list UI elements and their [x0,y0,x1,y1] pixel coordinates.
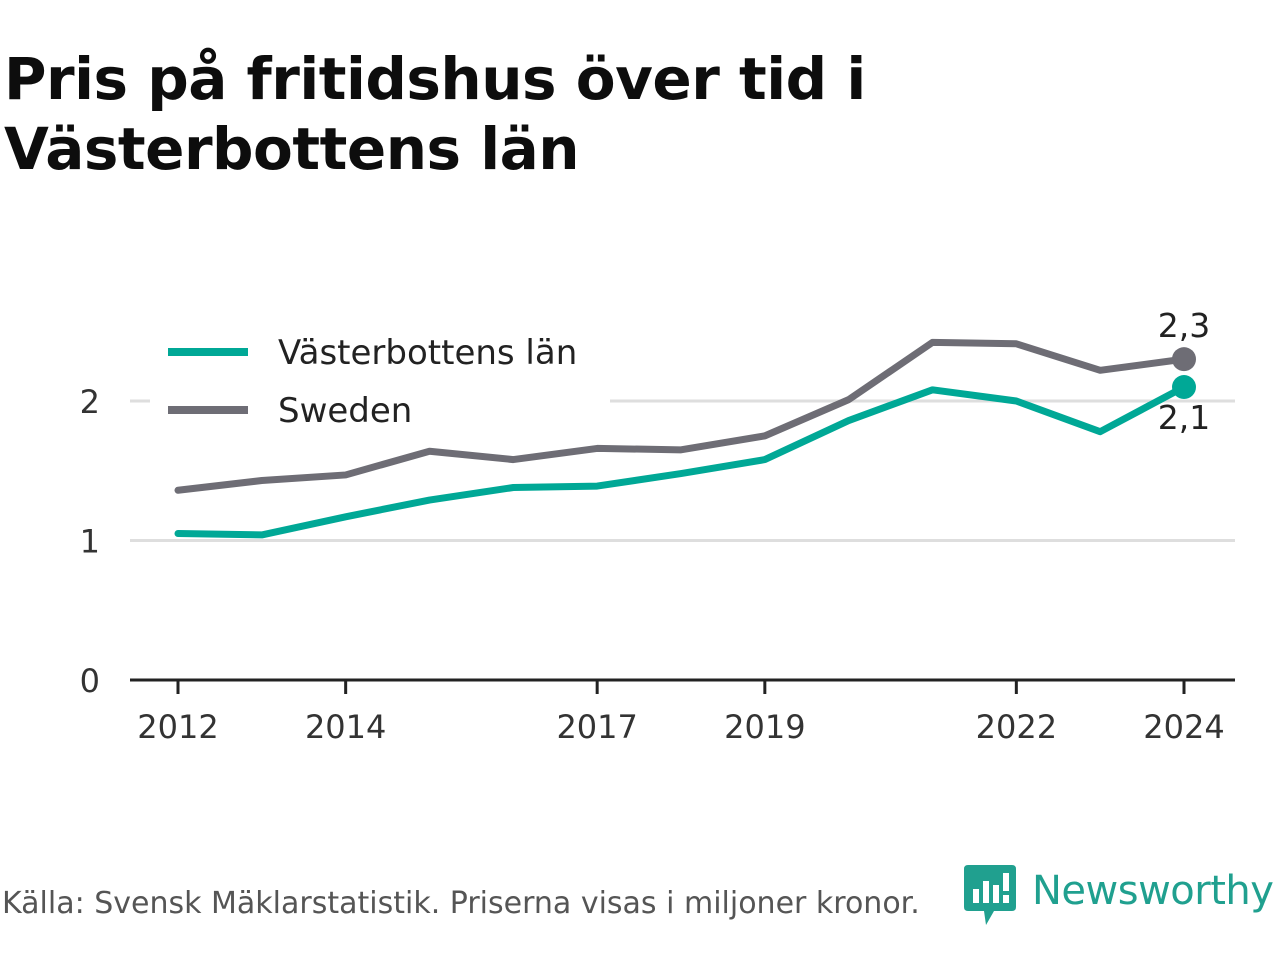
legend: Västerbottens län Sweden [150,318,610,436]
end-value-label: 2,3 [1158,306,1210,345]
x-tick-label: 2012 [137,708,218,746]
y-axis: 0 1 2 [80,383,100,700]
y-tick-label: 1 [80,523,100,561]
legend-label: Västerbottens län [278,333,577,373]
end-value-label: 2,1 [1158,398,1210,437]
x-tick-label: 2017 [556,708,637,746]
legend-background [150,318,610,436]
end-labels: 2,1 2,3 [1158,306,1210,437]
y-tick-label: 2 [80,383,100,421]
end-point [1172,375,1196,400]
x-tick-label: 2019 [724,708,805,746]
brand-name: Newsworthy [1032,868,1274,914]
series-lines [174,338,1188,539]
x-tick-label: 2014 [305,708,386,746]
end-point [1172,347,1196,372]
series-line-vasterbotten [174,383,1188,539]
x-tick-label: 2024 [1143,708,1224,746]
x-axis: 2012 2014 2017 2019 2022 2024 [130,678,1235,746]
chart-title: Pris på fritidshus över tid i Västerbott… [4,45,866,183]
source-note: Källa: Svensk Mäklarstatistik. Priserna … [2,886,920,921]
brand-logo[interactable]: Newsworthy [964,864,1274,928]
x-tick-label: 2022 [976,708,1057,746]
newsworthy-logo-icon [964,865,1016,925]
y-tick-label: 0 [80,662,100,700]
legend-label: Sweden [278,391,412,431]
series-line-sweden [174,338,1188,494]
